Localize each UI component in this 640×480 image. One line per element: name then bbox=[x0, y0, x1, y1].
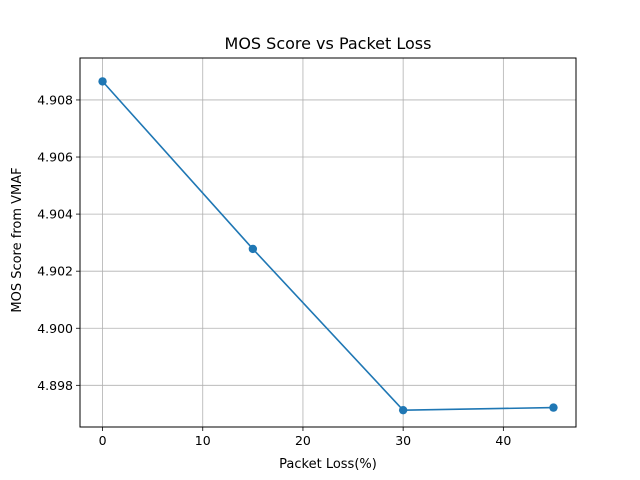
data-point bbox=[398, 405, 408, 415]
plot-area-frame bbox=[79, 57, 577, 428]
x-tick-label: 20 bbox=[295, 433, 311, 448]
x-axis-label: Packet Loss(%) bbox=[279, 457, 377, 472]
chart-title: MOS Score vs Packet Loss bbox=[225, 34, 432, 53]
y-tick-label: 4.900 bbox=[37, 321, 73, 336]
x-tick-label: 30 bbox=[395, 433, 411, 448]
series-layer bbox=[98, 77, 558, 415]
y-tick-label: 4.898 bbox=[37, 378, 73, 393]
x-tick-label: 10 bbox=[195, 433, 211, 448]
grid bbox=[80, 58, 576, 427]
y-axis-label: MOS Score from VMAF bbox=[10, 167, 25, 312]
x-tick-label: 40 bbox=[495, 433, 511, 448]
y-tick-label: 4.906 bbox=[37, 150, 73, 165]
y-tick-label: 4.908 bbox=[37, 92, 73, 107]
series-line bbox=[101, 80, 554, 411]
y-tick-label: 4.904 bbox=[37, 207, 73, 222]
ticks: 0 10 20 30 40 4.898 4.900 4.902 4.904 4.906 4.908 bbox=[37, 92, 511, 448]
y-tick-label: 4.902 bbox=[37, 264, 73, 279]
data-point bbox=[98, 77, 107, 86]
data-point bbox=[248, 244, 258, 254]
data-point bbox=[549, 403, 558, 412]
x-tick-label: 0 bbox=[99, 433, 107, 448]
